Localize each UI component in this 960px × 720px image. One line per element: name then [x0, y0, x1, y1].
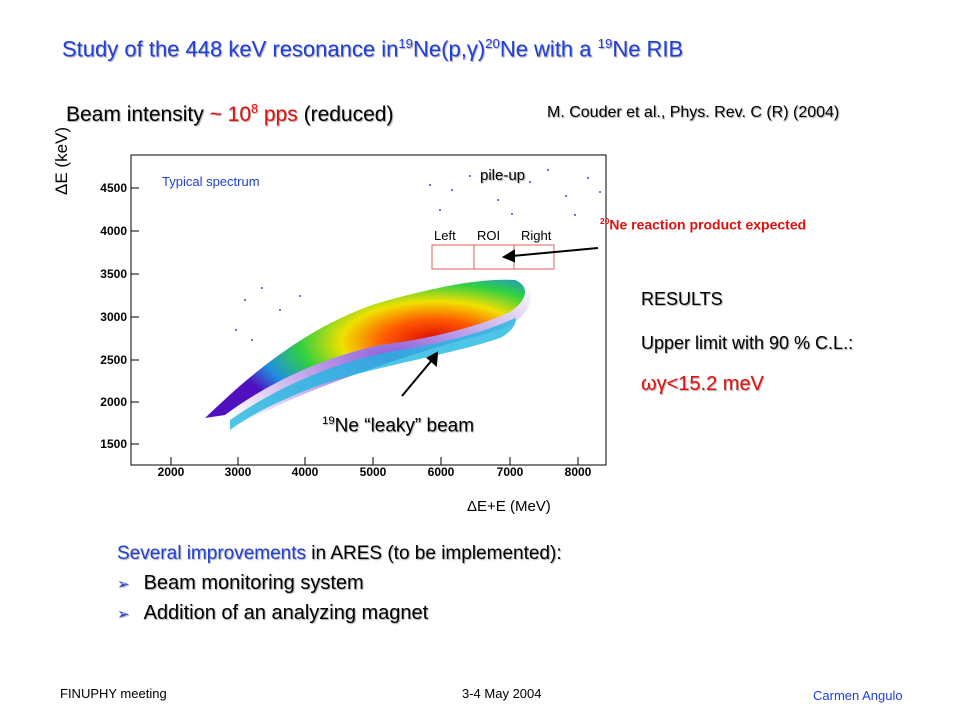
improvement-item: ➢ Beam monitoring system: [117, 572, 364, 594]
x-axis-ticks: 2000 3000 4000 5000 6000 7000 8000: [158, 457, 592, 479]
y-tick-label: 3500: [100, 267, 127, 281]
pileup-label: pile-up: [480, 167, 526, 184]
region-left-label: Left: [434, 228, 456, 243]
pileup-scatter: [429, 169, 601, 216]
slide-title: Study of the 448 keV resonance in19Ne(p,…: [62, 36, 684, 62]
x-tick-label: 6000: [428, 465, 455, 479]
region-right-label: Right: [521, 228, 552, 243]
x-tick-label: 3000: [225, 465, 252, 479]
bullet-arrow-icon: ➢: [117, 606, 130, 623]
results-line: Upper limit with 90 % C.L.:: [641, 333, 854, 353]
results-heading: RESULTS: [641, 289, 723, 309]
reaction-product-label: 20Ne reaction product expected: [600, 216, 807, 233]
y-tick-label: 3000: [100, 310, 127, 324]
beam-tail: [230, 318, 516, 430]
region-roi-label: ROI: [477, 228, 501, 243]
x-tick-label: 2000: [158, 465, 185, 479]
y-axis-ticks: 4500 4000 3500 3000 2500 2000 1500: [100, 181, 139, 451]
results-value: ωγ<15.2 meV: [641, 373, 764, 395]
y-tick-label: 1500: [100, 437, 127, 451]
x-tick-label: 4000: [292, 465, 319, 479]
reference-citation: M. Couder et al., Phys. Rev. C (R) (2004…: [547, 104, 840, 121]
improvements-intro: Several improvements in ARES (to be impl…: [117, 543, 562, 564]
inset-label: Typical spectrum: [162, 174, 260, 189]
footer-date: 3-4 May 2004: [462, 686, 542, 701]
x-tick-label: 7000: [497, 465, 524, 479]
bullet-arrow-icon: ➢: [117, 576, 130, 593]
y-axis-label: ΔE (keV): [52, 126, 71, 195]
left-scatter: [235, 287, 301, 341]
y-tick-label: 4500: [100, 181, 127, 195]
footer-meeting: FINUPHY meeting: [60, 686, 167, 701]
beam-intensity-text: Beam intensity ~ 108 pps (reduced): [66, 102, 394, 126]
x-tick-label: 8000: [565, 465, 592, 479]
x-tick-label: 5000: [360, 465, 387, 479]
y-tick-label: 2000: [100, 395, 127, 409]
leaky-beam-label: 19Ne “leaky” beam: [322, 415, 475, 437]
footer-author: Carmen Angulo: [813, 688, 903, 703]
x-axis-label: ΔE+E (MeV): [467, 498, 551, 515]
improvement-item: ➢ Addition of an analyzing magnet: [117, 602, 429, 624]
beam-band: [205, 279, 526, 418]
annotation-arrows: [401, 247, 599, 397]
y-tick-label: 4000: [100, 224, 127, 238]
y-tick-label: 2500: [100, 353, 127, 367]
